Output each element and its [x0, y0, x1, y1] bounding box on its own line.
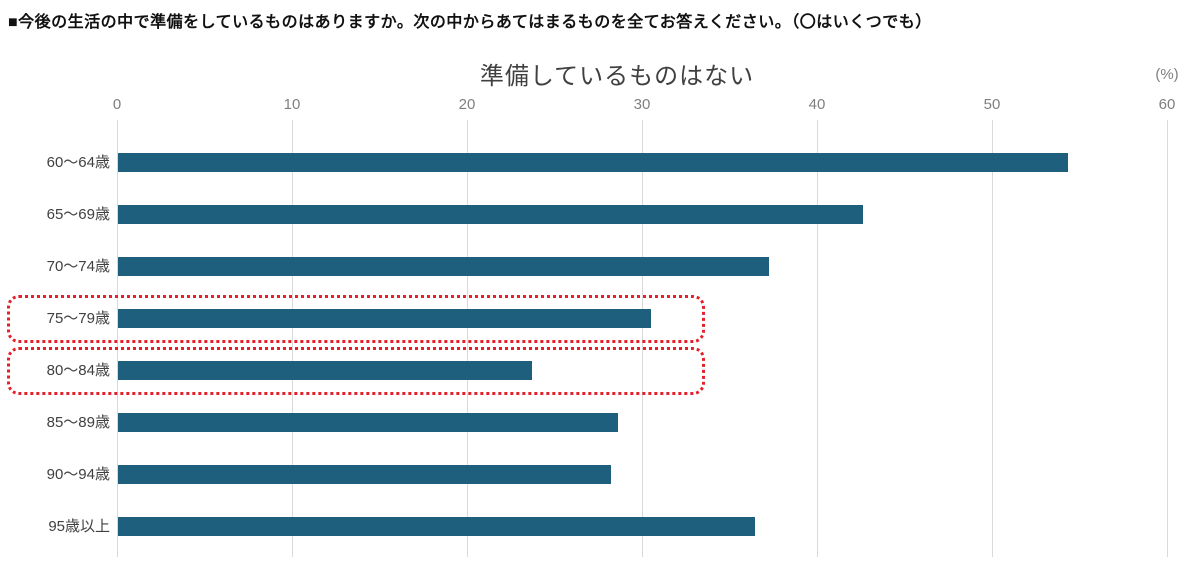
- x-tick-label-10: 10: [283, 96, 301, 113]
- survey-question-heading: ■今後の生活の中で準備をしているものはありますか。次の中からあてはまるものを全て…: [8, 14, 932, 31]
- x-tick-label-40: 40: [808, 96, 826, 113]
- x-tick-label-50: 50: [983, 96, 1001, 113]
- gridline-x-30: [641, 120, 643, 557]
- bar-65～69歳: [117, 205, 863, 224]
- category-label: 95歳以上: [48, 518, 110, 535]
- bar-60～64歳: [117, 153, 1068, 172]
- category-label: 75～79歳: [46, 310, 110, 327]
- x-tick-label-60: 60: [1158, 96, 1176, 113]
- category-label: 85～89歳: [46, 414, 110, 431]
- percent-unit-label: (%): [1155, 66, 1179, 83]
- gridline-x-20: [466, 120, 468, 557]
- highlight-box-75～79歳: [7, 295, 705, 343]
- category-label: 65～69歳: [46, 206, 110, 223]
- bar-chart-plot-area: [116, 120, 1168, 557]
- gridline-x-0: [116, 120, 118, 557]
- gridline-x-40: [816, 120, 818, 557]
- bar-75～79歳: [117, 309, 652, 328]
- x-tick-label-30: 30: [633, 96, 651, 113]
- bar-70～74歳: [117, 257, 769, 276]
- category-label: 90～94歳: [46, 466, 110, 483]
- category-label: 60～64歳: [46, 154, 110, 171]
- bar-90～94歳: [117, 465, 611, 484]
- gridline-x-10: [291, 120, 293, 557]
- bar-80～84歳: [117, 361, 533, 380]
- highlight-box-80～84歳: [7, 347, 705, 395]
- x-tick-label-20: 20: [458, 96, 476, 113]
- category-label: 80～84歳: [46, 362, 110, 379]
- x-tick-label-0: 0: [112, 96, 122, 113]
- gridline-x-50: [991, 120, 993, 557]
- bar-85～89歳: [117, 413, 618, 432]
- bar-95歳以上: [117, 517, 755, 536]
- gridline-x-60: [1166, 120, 1168, 557]
- chart-title: 準備しているものはない: [479, 63, 755, 90]
- category-label: 70～74歳: [46, 258, 110, 275]
